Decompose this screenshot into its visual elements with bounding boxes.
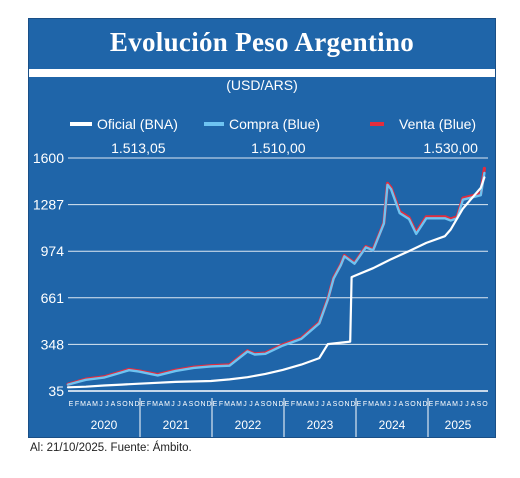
month-tick-label: O (410, 401, 416, 408)
month-tick-label: M (80, 401, 86, 408)
chart-subtitle: (USD/ARS) (226, 77, 298, 93)
month-tick-label: O (194, 401, 200, 408)
year-label-2025: 2025 (445, 418, 472, 432)
title-rule (29, 69, 495, 77)
month-tick-label: D (278, 401, 283, 408)
month-tick-label: J (105, 401, 109, 408)
year-label-2024: 2024 (379, 418, 406, 432)
month-tick-label: N (416, 401, 421, 408)
month-tick-label: J (393, 401, 397, 408)
month-tick-label: A (327, 401, 332, 408)
y-tick-label-3: 661 (41, 290, 65, 306)
month-tick-label: J (315, 401, 319, 408)
month-tick-label: M (368, 401, 374, 408)
month-tick-label: S (477, 401, 482, 408)
month-tick-label: M (380, 401, 386, 408)
month-tick-label: M (236, 401, 242, 408)
month-tick-label: E (141, 401, 146, 408)
month-tick-label: A (231, 401, 236, 408)
month-tick-label: F (75, 401, 79, 408)
month-tick-label: J (321, 401, 325, 408)
month-tick-label: A (399, 401, 404, 408)
source-note: Al: 21/10/2025. Fuente: Ámbito. (30, 442, 192, 454)
month-tick-label: S (117, 401, 122, 408)
value-label-3: 1.530,00 (423, 140, 478, 156)
month-tick-label: F (435, 401, 439, 408)
value-label-1: 1.513,05 (111, 140, 166, 156)
month-tick-label: J (459, 401, 463, 408)
legend-label-3: Venta (Blue) (399, 116, 476, 132)
y-tick-label-2: 348 (41, 336, 65, 352)
month-tick-label: D (206, 401, 211, 408)
month-tick-label: N (128, 401, 133, 408)
series-line-compra-blue (66, 171, 486, 386)
year-label-2021: 2021 (163, 418, 190, 432)
y-tick-label-1: 35 (48, 383, 64, 399)
series-line-oficial-bna (66, 176, 486, 389)
month-tick-label: D (134, 401, 139, 408)
month-tick-label: M (92, 401, 98, 408)
month-tick-label: S (261, 401, 266, 408)
month-tick-label: F (147, 401, 151, 408)
month-tick-label: A (159, 401, 164, 408)
month-tick-label: M (452, 401, 458, 408)
month-tick-label: J (243, 401, 247, 408)
month-tick-label: J (99, 401, 103, 408)
month-tick-label: D (350, 401, 355, 408)
month-tick-label: O (338, 401, 344, 408)
month-tick-label: S (405, 401, 410, 408)
month-tick-label: D (422, 401, 427, 408)
month-tick-label: E (357, 401, 362, 408)
legend: Oficial (BNA) Compra (Blue) Venta (Blue) (70, 116, 476, 132)
month-tick-label: F (363, 401, 367, 408)
year-label-2020: 2020 (91, 418, 118, 432)
month-tick-label: M (440, 401, 446, 408)
month-tick-label: E (285, 401, 290, 408)
series-line-venta-blue (66, 166, 486, 386)
month-tick-label: J (177, 401, 181, 408)
month-tick-label: O (266, 401, 272, 408)
month-tick-label: M (308, 401, 314, 408)
month-tick-label: E (69, 401, 74, 408)
legend-label-1: Oficial (BNA) (97, 116, 178, 132)
y-tick-label-5: 1287 (33, 197, 64, 213)
month-tick-label: O (122, 401, 128, 408)
month-tick-label: S (333, 401, 338, 408)
month-tick-label: N (272, 401, 277, 408)
month-tick-label: M (296, 401, 302, 408)
month-tick-label: N (200, 401, 205, 408)
year-label-2022: 2022 (235, 418, 262, 432)
month-tick-label: E (429, 401, 434, 408)
month-tick-label: N (344, 401, 349, 408)
month-tick-label: J (387, 401, 391, 408)
month-tick-label: J (171, 401, 175, 408)
legend-label-2: Compra (Blue) (229, 116, 320, 132)
month-tick-label: A (255, 401, 260, 408)
month-tick-label: M (164, 401, 170, 408)
month-tick-label: A (183, 401, 188, 408)
month-tick-label: F (219, 401, 223, 408)
month-tick-label: A (87, 401, 92, 408)
month-tick-label: S (189, 401, 194, 408)
y-tick-label-6: 1600 (33, 150, 64, 166)
month-tick-label: M (152, 401, 158, 408)
month-tick-label: E (213, 401, 218, 408)
month-tick-label: A (111, 401, 116, 408)
month-tick-label: A (471, 401, 476, 408)
month-tick-label: O (482, 401, 488, 408)
month-tick-label: A (303, 401, 308, 408)
month-tick-label: A (447, 401, 452, 408)
month-tick-label: A (375, 401, 380, 408)
y-tick-label-4: 974 (41, 243, 65, 259)
month-tick-label: J (249, 401, 253, 408)
value-label-2: 1.510,00 (251, 140, 306, 156)
month-tick-label: M (224, 401, 230, 408)
month-tick-label: F (291, 401, 295, 408)
month-tick-label: J (465, 401, 469, 408)
chart-title: Evolución Peso Argentino (109, 27, 415, 57)
year-label-2023: 2023 (307, 418, 334, 432)
chart-canvas: (USD/ARS) Oficial (BNA) Compra (Blue) Venta… (33, 77, 489, 437)
